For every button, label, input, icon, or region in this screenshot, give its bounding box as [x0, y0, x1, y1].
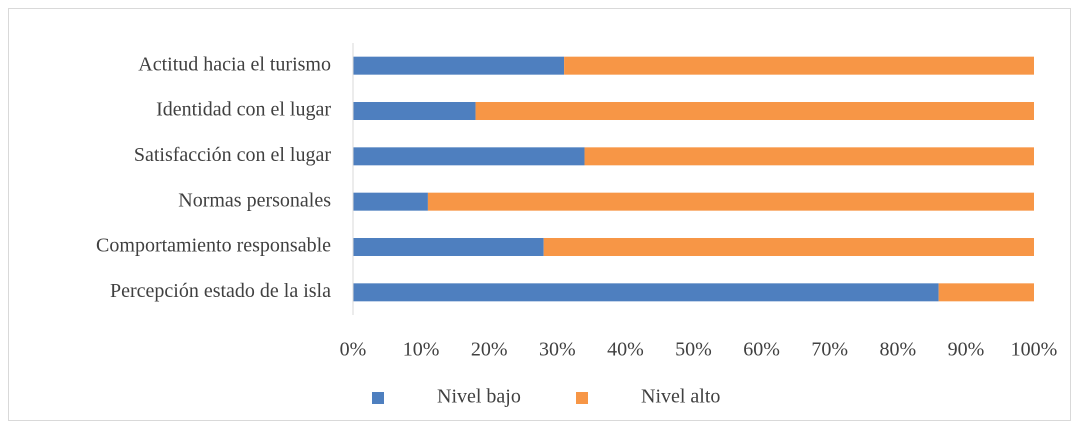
chart-border: [8, 8, 1071, 421]
bar-segment: [475, 102, 1035, 120]
bar-segment: [938, 283, 1034, 302]
y-tick-label: Normas personales: [178, 189, 331, 211]
bar-segment: [543, 238, 1034, 256]
x-tick-label: 70%: [811, 339, 848, 361]
bar-segment: [353, 192, 428, 211]
x-tick-label: 60%: [743, 339, 780, 361]
bar-segment: [584, 147, 1034, 166]
y-tick-label: Comportamiento responsable: [96, 235, 331, 257]
y-tick-label: Identidad con el lugar: [156, 99, 331, 121]
x-tick-label: 40%: [607, 339, 644, 361]
bar-segment: [353, 102, 476, 120]
x-tick-label: 30%: [539, 339, 576, 361]
x-tick-label: 90%: [948, 339, 985, 361]
bar-segment: [353, 238, 544, 256]
legend-swatch: [372, 392, 384, 404]
x-tick-label: 50%: [675, 339, 712, 361]
legend-label: Nivel bajo: [437, 386, 521, 408]
y-tick-label: Satisfacción con el lugar: [134, 144, 331, 166]
legend-label: Nivel alto: [641, 386, 720, 408]
y-tick-label: Percepción estado de la isla: [110, 280, 331, 302]
bar-segment: [353, 283, 939, 302]
x-tick-label: 0%: [340, 339, 367, 361]
x-tick-label: 80%: [879, 339, 916, 361]
x-tick-label: 20%: [471, 339, 508, 361]
x-tick-label: 100%: [1011, 339, 1058, 361]
bar-segment: [353, 147, 585, 166]
y-tick-label: Actitud hacia el turismo: [138, 53, 331, 75]
legend-swatch: [576, 392, 588, 404]
x-tick-label: 10%: [403, 339, 440, 361]
bar-segment: [353, 56, 565, 75]
bar-segment: [564, 56, 1034, 75]
bar-segment: [427, 192, 1034, 211]
